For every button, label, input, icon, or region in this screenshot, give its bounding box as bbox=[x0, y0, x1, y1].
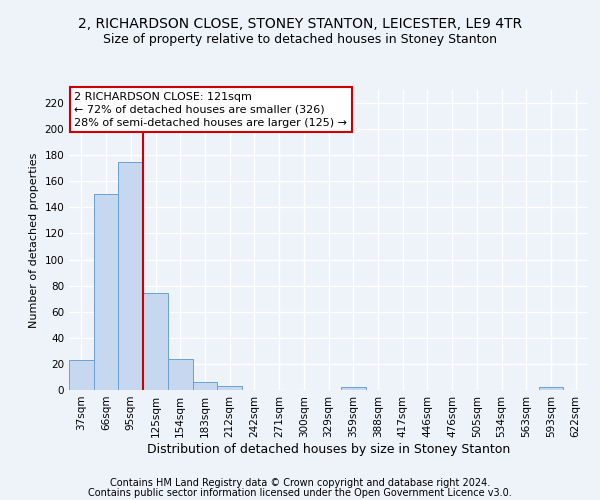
Text: 2 RICHARDSON CLOSE: 121sqm
← 72% of detached houses are smaller (326)
28% of sem: 2 RICHARDSON CLOSE: 121sqm ← 72% of deta… bbox=[74, 92, 347, 128]
Bar bbox=[341, 388, 365, 390]
Bar bbox=[193, 382, 217, 390]
Bar bbox=[69, 360, 94, 390]
Bar bbox=[168, 358, 193, 390]
Text: 2, RICHARDSON CLOSE, STONEY STANTON, LEICESTER, LE9 4TR: 2, RICHARDSON CLOSE, STONEY STANTON, LEI… bbox=[78, 18, 522, 32]
Text: Contains public sector information licensed under the Open Government Licence v3: Contains public sector information licen… bbox=[88, 488, 512, 498]
X-axis label: Distribution of detached houses by size in Stoney Stanton: Distribution of detached houses by size … bbox=[147, 442, 510, 456]
Bar bbox=[217, 386, 242, 390]
Bar bbox=[539, 388, 563, 390]
Bar bbox=[143, 294, 168, 390]
Text: Size of property relative to detached houses in Stoney Stanton: Size of property relative to detached ho… bbox=[103, 32, 497, 46]
Y-axis label: Number of detached properties: Number of detached properties bbox=[29, 152, 39, 328]
Bar bbox=[118, 162, 143, 390]
Text: Contains HM Land Registry data © Crown copyright and database right 2024.: Contains HM Land Registry data © Crown c… bbox=[110, 478, 490, 488]
Bar bbox=[94, 194, 118, 390]
